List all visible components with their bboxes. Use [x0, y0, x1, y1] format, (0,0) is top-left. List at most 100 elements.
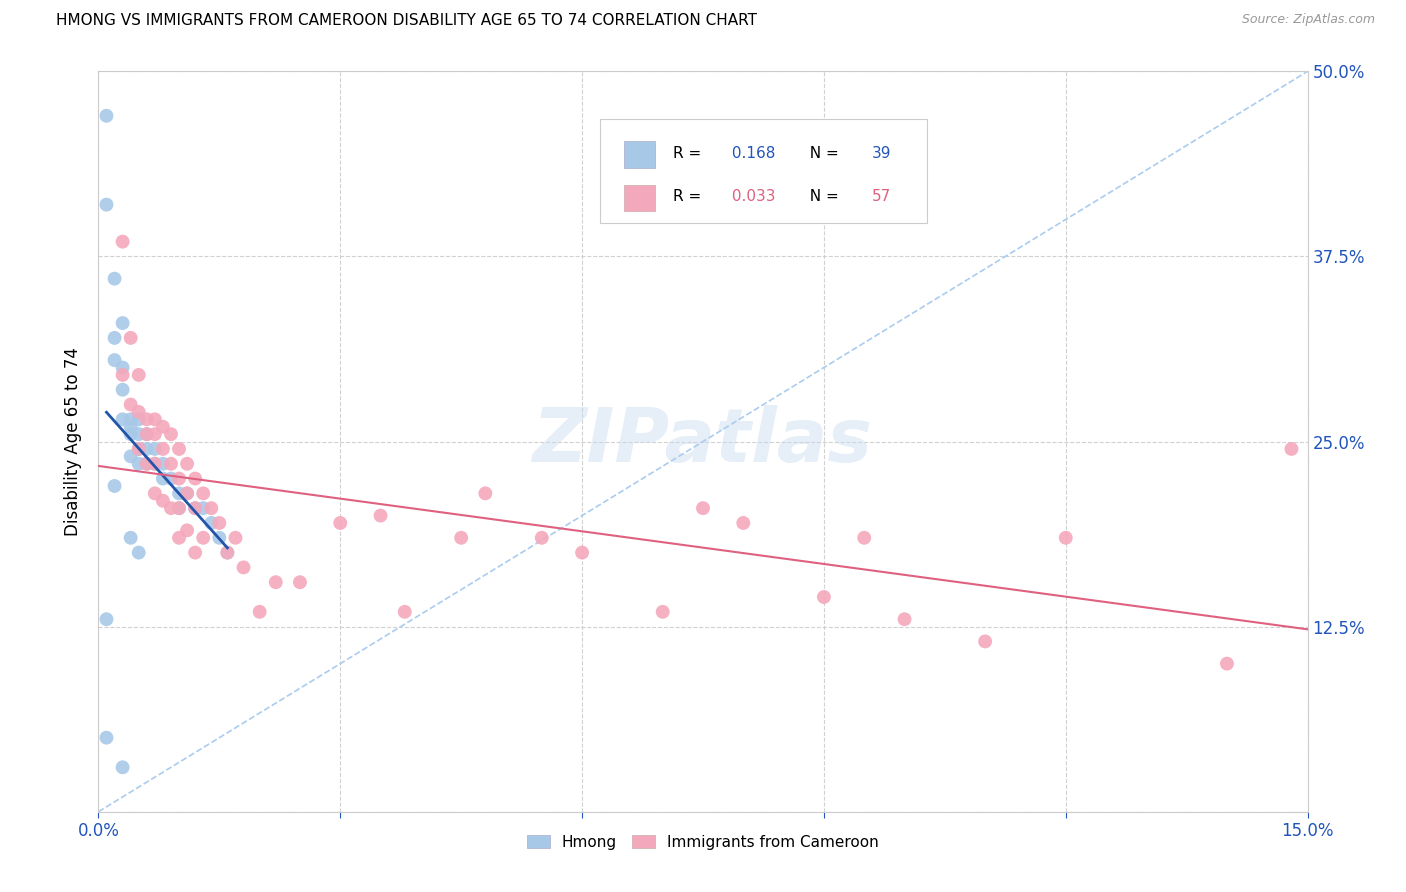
Point [128, 412, 150, 426]
Point [143, 486, 166, 500]
Point [128, 457, 150, 471]
Point [1054, 531, 1077, 545]
Point [167, 442, 190, 456]
Point [120, 450, 142, 464]
Text: 57: 57 [872, 189, 891, 204]
Point [143, 427, 166, 442]
Point [160, 471, 183, 485]
Point [120, 331, 142, 345]
Point [176, 486, 198, 500]
Point [160, 501, 183, 516]
Point [530, 531, 553, 545]
Text: ZIPatlas: ZIPatlas [533, 405, 873, 478]
Point [143, 457, 166, 471]
Point [329, 516, 352, 530]
Point [184, 501, 207, 516]
Point [111, 360, 134, 375]
Point [111, 412, 134, 426]
Point [193, 501, 215, 516]
Point [120, 427, 142, 442]
Point [143, 412, 166, 426]
Text: N =: N = [800, 189, 844, 204]
Point [135, 412, 157, 426]
Point [200, 501, 222, 516]
Point [184, 546, 207, 560]
Point [394, 605, 416, 619]
Point [111, 368, 134, 382]
Point [135, 427, 157, 442]
Point [128, 427, 150, 442]
Point [176, 524, 198, 538]
Point [733, 516, 755, 530]
Point [571, 546, 593, 560]
Point [128, 442, 150, 456]
Point [103, 353, 125, 368]
Point [217, 546, 239, 560]
Point [96, 612, 118, 626]
Point [143, 457, 166, 471]
Point [176, 486, 198, 500]
Point [135, 442, 157, 456]
Point [193, 486, 215, 500]
Point [135, 427, 157, 442]
Point [974, 634, 997, 648]
Point [184, 501, 207, 516]
Point [853, 531, 876, 545]
Point [474, 486, 496, 500]
Point [111, 235, 134, 249]
Point [96, 109, 118, 123]
Point [167, 471, 190, 485]
Point [249, 605, 271, 619]
Point [200, 516, 222, 530]
Legend: Hmong, Immigrants from Cameroon: Hmong, Immigrants from Cameroon [520, 829, 886, 856]
Bar [624, 141, 655, 168]
Point [103, 479, 125, 493]
Point [692, 501, 714, 516]
Point [893, 612, 915, 626]
Point [370, 508, 392, 523]
Point [167, 501, 190, 516]
Point [128, 546, 150, 560]
Point [96, 731, 118, 745]
Point [264, 575, 287, 590]
Point [111, 316, 134, 330]
Point [288, 575, 311, 590]
Point [135, 457, 157, 471]
Point [143, 442, 166, 456]
Point [111, 383, 134, 397]
Point [103, 331, 125, 345]
Point [160, 427, 183, 442]
Text: R =: R = [672, 145, 706, 161]
Point [450, 531, 472, 545]
Point [103, 271, 125, 285]
Point [1281, 442, 1303, 456]
Bar [624, 185, 655, 211]
Text: 0.033: 0.033 [727, 189, 776, 204]
Point [128, 405, 150, 419]
Point [120, 412, 142, 426]
Point [184, 471, 207, 485]
Point [224, 531, 246, 545]
Point [120, 419, 142, 434]
Text: R =: R = [672, 189, 706, 204]
Point [128, 368, 150, 382]
Point [120, 531, 142, 545]
Point [111, 760, 134, 774]
Point [160, 457, 183, 471]
Point [193, 531, 215, 545]
Point [167, 531, 190, 545]
Point [152, 419, 174, 434]
Point [217, 546, 239, 560]
Point [128, 442, 150, 456]
Point [152, 442, 174, 456]
Text: 39: 39 [872, 145, 891, 161]
Point [208, 516, 231, 530]
Point [96, 197, 118, 211]
Point [176, 457, 198, 471]
Point [208, 531, 231, 545]
Point [152, 471, 174, 485]
Point [152, 457, 174, 471]
Point [152, 493, 174, 508]
FancyBboxPatch shape [600, 120, 927, 223]
Point [232, 560, 254, 574]
